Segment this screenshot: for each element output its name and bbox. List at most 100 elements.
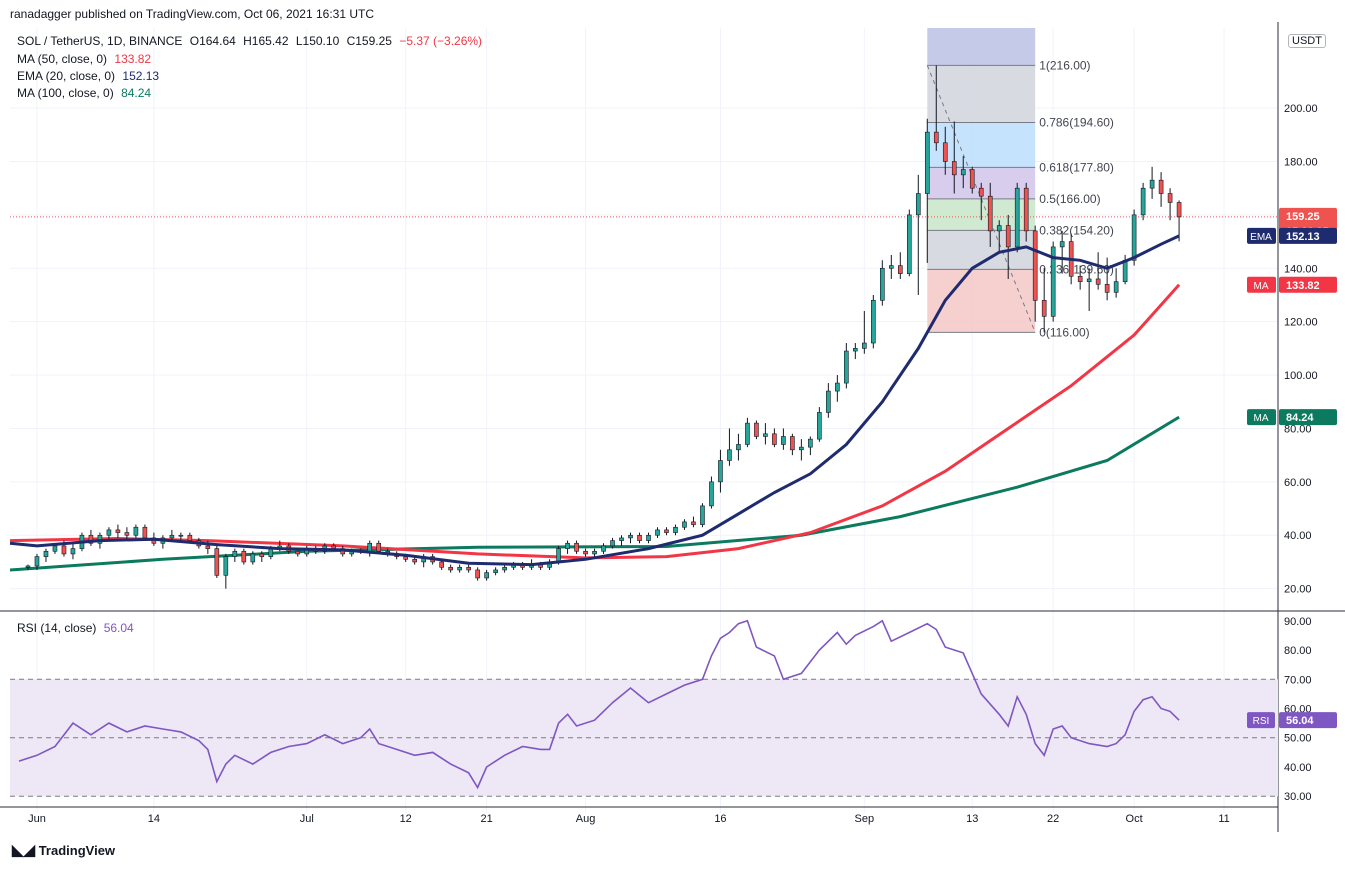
ohlc-low: L150.10 bbox=[295, 34, 340, 48]
price-tick-label: 20.00 bbox=[1284, 584, 1312, 596]
indicator-value-badge bbox=[1279, 227, 1337, 244]
candle-down bbox=[439, 561, 444, 568]
candle-up bbox=[223, 556, 229, 576]
candle-up bbox=[871, 300, 876, 344]
candle-down bbox=[942, 142, 948, 162]
indicator-value-badge bbox=[1279, 409, 1337, 426]
candle-down bbox=[475, 569, 480, 579]
tradingview-logo-icon: ◣◢ bbox=[12, 842, 36, 859]
fib-level-label: 0.618(177.80) bbox=[1039, 160, 1114, 174]
legend-ma100-value: 84.24 bbox=[121, 86, 152, 100]
legend-ma100[interactable]: MA (100, close, 0) 84.24 bbox=[17, 86, 155, 100]
candle-down bbox=[951, 161, 957, 176]
candle-up bbox=[556, 548, 561, 563]
price-tick-label: 200.00 bbox=[1284, 103, 1318, 115]
rsi-value-label: 56.04 bbox=[1286, 715, 1314, 727]
candle-up bbox=[52, 545, 58, 552]
candle-down bbox=[664, 529, 669, 533]
indicator-tag-badge bbox=[1247, 276, 1276, 293]
price-tick-label: 140.00 bbox=[1284, 263, 1318, 275]
time-tick-label: 12 bbox=[400, 813, 412, 825]
price-tick-label: 180.00 bbox=[1284, 156, 1318, 168]
candle-up bbox=[70, 548, 76, 555]
tradingview-brand-text: TradingView bbox=[38, 843, 116, 858]
indicator-value-badge bbox=[1279, 276, 1337, 293]
candle-up bbox=[25, 565, 31, 568]
rsi-line bbox=[18, 619, 1180, 790]
legend-rsi[interactable]: RSI (14, close) 56.04 bbox=[17, 621, 138, 635]
indicator-value-label: 84.24 bbox=[1286, 412, 1314, 424]
candle-down bbox=[1023, 187, 1029, 232]
candle-up bbox=[565, 542, 570, 549]
time-tick-label: 16 bbox=[714, 813, 726, 825]
ohlc-open: O164.64 bbox=[189, 34, 236, 48]
currency-selector[interactable]: USDT bbox=[1288, 34, 1326, 48]
candle-up bbox=[655, 529, 660, 536]
rsi-tick-label: 70.00 bbox=[1284, 674, 1312, 686]
candle-down bbox=[574, 542, 579, 552]
candle-up bbox=[1122, 259, 1128, 282]
candle-up bbox=[1140, 187, 1146, 216]
candle-down bbox=[205, 545, 211, 549]
indicator-value-label: 133.82 bbox=[1286, 280, 1320, 292]
rsi-tag-badge bbox=[1247, 712, 1275, 729]
time-tick-label: Jul bbox=[300, 813, 314, 825]
ohlc-high: H165.42 bbox=[243, 34, 289, 48]
candle-up bbox=[178, 534, 184, 537]
candle-up bbox=[1059, 241, 1065, 248]
rsi-tick-label: 30.00 bbox=[1284, 791, 1312, 803]
indicator-tag-label: MA bbox=[1254, 413, 1269, 424]
candle-down bbox=[376, 542, 382, 552]
candle-down bbox=[403, 556, 408, 560]
candle-up bbox=[43, 550, 49, 557]
candle-up bbox=[1014, 187, 1020, 248]
candle-up bbox=[763, 433, 768, 437]
candle-up bbox=[367, 542, 373, 552]
candle-up bbox=[1086, 278, 1092, 282]
candle-up bbox=[826, 390, 831, 413]
candle-down bbox=[1167, 193, 1173, 203]
symbol-legend[interactable]: SOL / TetherUS, 1D, BINANCE O164.64 H165… bbox=[17, 34, 486, 48]
fib-extension-zone bbox=[927, 28, 1036, 66]
rsi-value-badge bbox=[1279, 712, 1337, 729]
fib-zone bbox=[927, 65, 1036, 123]
candle-up bbox=[880, 267, 885, 301]
candle-down bbox=[969, 169, 975, 189]
legend-ma50-label: MA (50, close, 0) bbox=[17, 52, 108, 66]
legend-ema20-value: 152.13 bbox=[122, 69, 160, 83]
candle-up bbox=[592, 550, 597, 555]
candle-down bbox=[88, 534, 94, 544]
indicator-value-label: 152.13 bbox=[1286, 231, 1320, 243]
candle-up bbox=[502, 566, 507, 571]
price-tick-label: 120.00 bbox=[1284, 317, 1318, 329]
time-tick-label: 14 bbox=[148, 813, 160, 825]
time-tick-label: 22 bbox=[1047, 813, 1059, 825]
indicator-tag-badge bbox=[1247, 409, 1276, 426]
fib-level-label: 0.5(166.00) bbox=[1039, 192, 1100, 206]
price-tick-label: 80.00 bbox=[1284, 423, 1312, 435]
indicator-tag-label: EMA bbox=[1250, 232, 1272, 243]
candle-up bbox=[924, 131, 930, 194]
candle-up bbox=[736, 444, 741, 451]
legend-ema20[interactable]: EMA (20, close, 0) 152.13 bbox=[17, 69, 163, 83]
fib-level-label: 0(116.00) bbox=[1039, 325, 1089, 339]
candle-up bbox=[915, 193, 921, 216]
legend-ma50[interactable]: MA (50, close, 0) 133.82 bbox=[17, 52, 155, 66]
candle-up bbox=[862, 342, 867, 349]
candle-up bbox=[1131, 214, 1137, 261]
legend-rsi-label: RSI (14, close) bbox=[17, 621, 97, 635]
publisher-line: ranadagger published on TradingView.com,… bbox=[10, 7, 375, 21]
candle-up bbox=[34, 556, 40, 567]
time-tick-label: 21 bbox=[480, 813, 492, 825]
rsi-tick-label: 50.00 bbox=[1284, 733, 1312, 745]
indicator-tag-label: MA bbox=[1254, 281, 1269, 292]
candle-down bbox=[115, 529, 121, 533]
candle-up bbox=[1113, 281, 1119, 293]
candle-down bbox=[295, 550, 301, 555]
ma50-line bbox=[9, 283, 1181, 560]
rsi-tick-label: 90.00 bbox=[1284, 616, 1312, 628]
candle-up bbox=[781, 436, 786, 445]
legend-ema20-label: EMA (20, close, 0) bbox=[17, 69, 116, 83]
candle-up bbox=[889, 265, 894, 269]
